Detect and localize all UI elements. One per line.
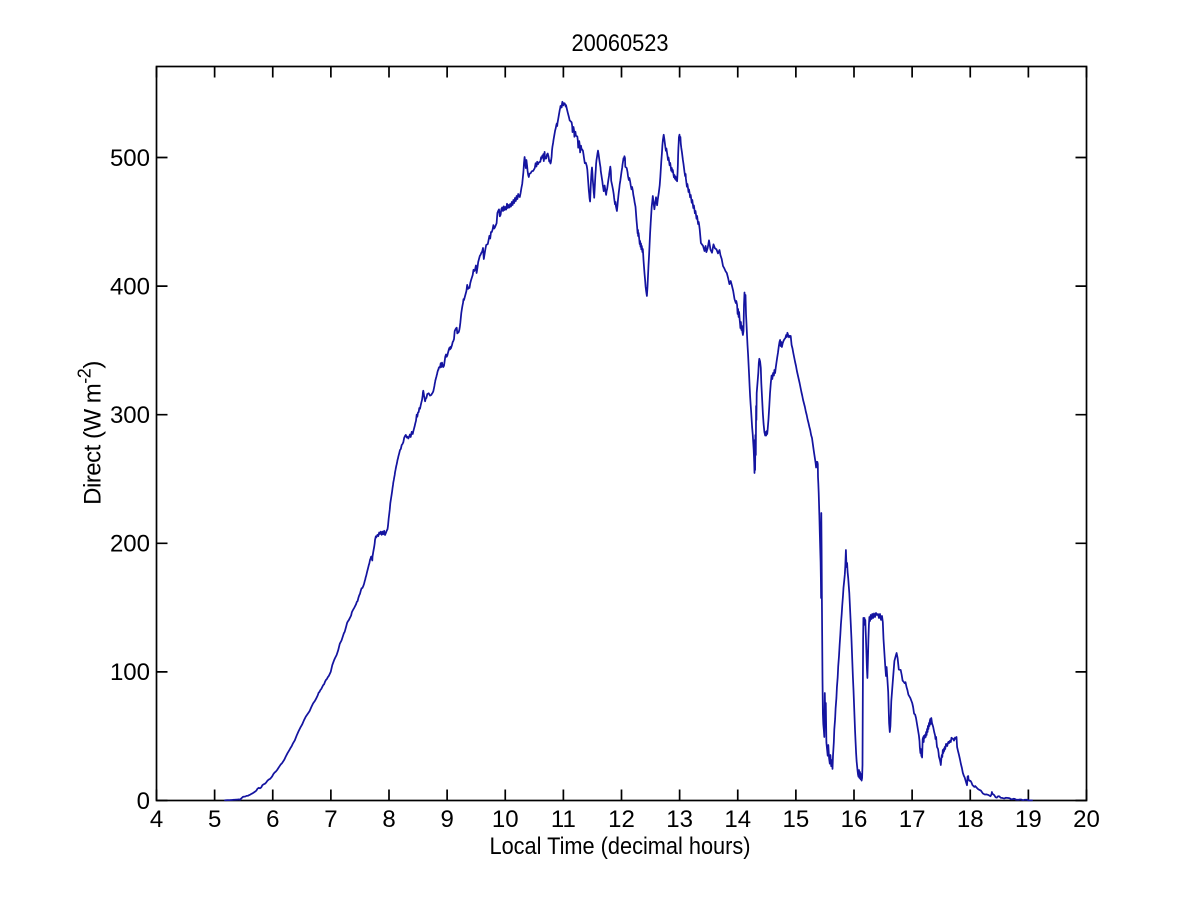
svg-text:9: 9 bbox=[440, 806, 453, 833]
svg-text:5: 5 bbox=[208, 806, 221, 833]
svg-text:0: 0 bbox=[137, 788, 150, 815]
svg-text:12: 12 bbox=[608, 806, 635, 833]
svg-text:500: 500 bbox=[110, 145, 150, 172]
svg-text:200: 200 bbox=[110, 531, 150, 558]
svg-text:16: 16 bbox=[841, 806, 868, 833]
svg-text:20: 20 bbox=[1073, 806, 1100, 833]
svg-text:13: 13 bbox=[666, 806, 693, 833]
svg-text:15: 15 bbox=[783, 806, 810, 833]
svg-text:6: 6 bbox=[266, 806, 279, 833]
svg-text:7: 7 bbox=[324, 806, 337, 833]
svg-text:19: 19 bbox=[1015, 806, 1042, 833]
svg-text:20060523: 20060523 bbox=[572, 30, 669, 57]
svg-text:8: 8 bbox=[382, 806, 395, 833]
svg-text:100: 100 bbox=[110, 659, 150, 686]
svg-text:Direct (W m-2): Direct (W m-2) bbox=[75, 361, 107, 505]
svg-text:17: 17 bbox=[899, 806, 926, 833]
svg-text:300: 300 bbox=[110, 402, 150, 429]
svg-text:10: 10 bbox=[492, 806, 519, 833]
svg-text:11: 11 bbox=[551, 806, 576, 833]
svg-text:18: 18 bbox=[957, 806, 984, 833]
svg-text:400: 400 bbox=[110, 273, 150, 300]
svg-text:4: 4 bbox=[150, 806, 163, 833]
svg-text:Local Time (decimal hours): Local Time (decimal hours) bbox=[490, 833, 751, 860]
svg-text:14: 14 bbox=[724, 806, 751, 833]
